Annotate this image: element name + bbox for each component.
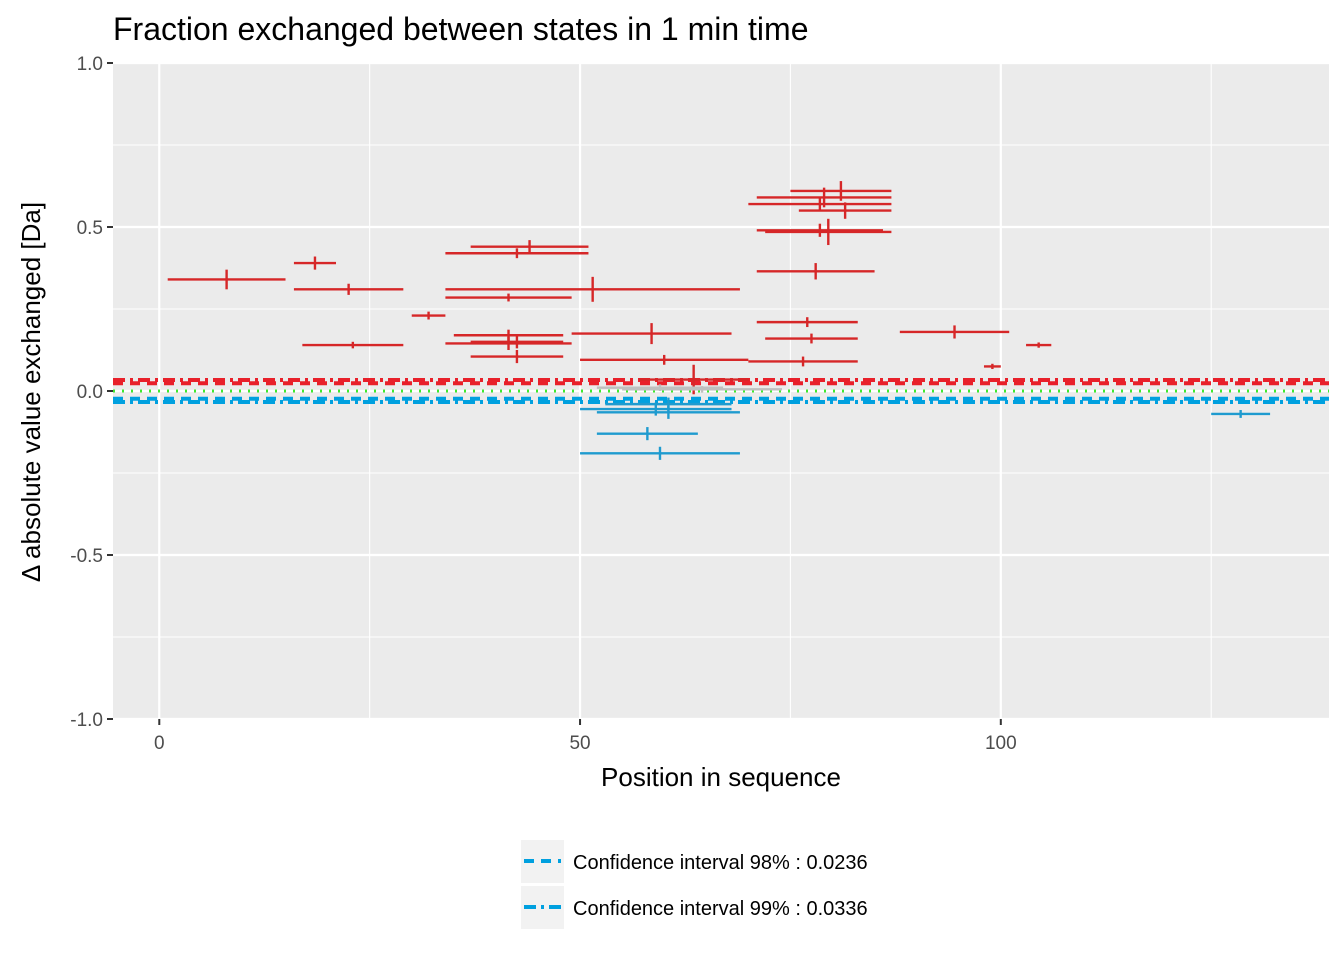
y-axis-title: Δ absolute value exchanged [Da] — [16, 202, 46, 582]
x-tick-label: 100 — [985, 733, 1017, 754]
peptide-bars — [167, 181, 1271, 460]
grid-lines — [113, 61, 1329, 721]
y-tick-label: -0.5 — [70, 546, 103, 567]
x-axis-title: Position in sequence — [601, 762, 841, 792]
y-tick-label: -1.0 — [70, 710, 103, 731]
x-tick-label: 50 — [569, 733, 590, 754]
y-tick-label: 0.5 — [77, 218, 103, 239]
legend-label-99: Confidence interval 99% : 0.0336 — [573, 898, 868, 920]
legend: Confidence interval 98% : 0.0236 Confide… — [521, 840, 868, 929]
legend-label-98: Confidence interval 98% : 0.0236 — [573, 852, 868, 874]
y-tick-label: 1.0 — [77, 54, 103, 75]
axis-ticks: -1.0 -0.5 0.0 0.5 1.0 0 50 100 — [70, 54, 1016, 754]
chart-title: Fraction exchanged between states in 1 m… — [113, 11, 808, 47]
y-tick-label: 0.0 — [77, 382, 103, 403]
x-tick-label: 0 — [154, 733, 165, 754]
